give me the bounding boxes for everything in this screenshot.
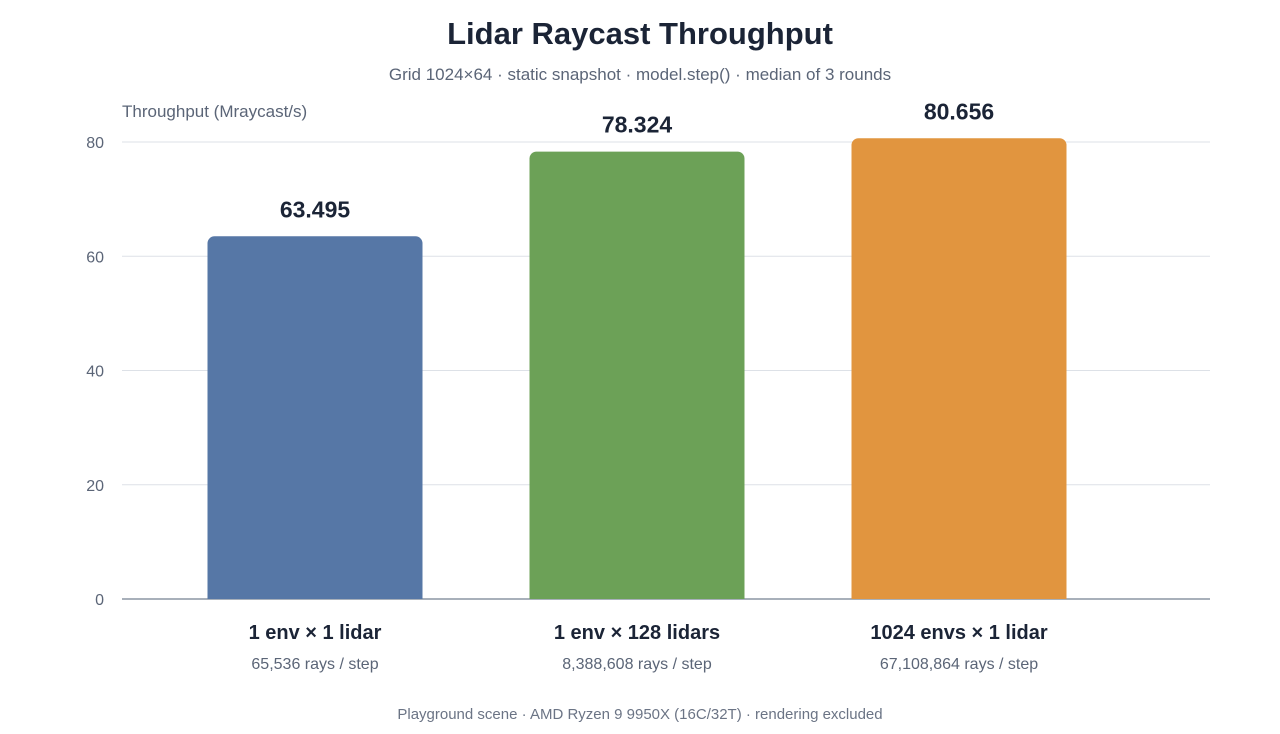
x-tick-label: 1 env × 128 lidars bbox=[554, 622, 720, 644]
bar-base bbox=[207, 591, 423, 599]
x-tick-sublabel: 8,388,608 rays / step bbox=[562, 656, 712, 673]
y-axis-label: Throughput (Mraycast/s) bbox=[122, 102, 308, 121]
chart-subtitle: Grid 1024×64 · static snapshot · model.s… bbox=[388, 65, 892, 84]
bar bbox=[529, 151, 745, 599]
y-tick-label: 80 bbox=[86, 135, 104, 152]
chart-title: Lidar Raycast Throughput bbox=[447, 16, 833, 51]
x-tick-sublabel: 65,536 rays / step bbox=[251, 656, 378, 673]
bar-base bbox=[851, 591, 1067, 599]
y-tick-label: 40 bbox=[86, 364, 104, 381]
bar-base bbox=[529, 591, 745, 599]
y-tick-label: 20 bbox=[86, 478, 104, 495]
bar bbox=[851, 138, 1067, 599]
y-tick-label: 60 bbox=[86, 249, 104, 266]
data-label: 80.656 bbox=[924, 98, 994, 124]
data-label: 63.495 bbox=[280, 196, 351, 222]
data-label: 78.324 bbox=[602, 112, 673, 138]
chart-footer: Playground scene · AMD Ryzen 9 9950X (16… bbox=[397, 706, 883, 723]
x-tick-sublabel: 67,108,864 rays / step bbox=[880, 656, 1038, 673]
x-tick-label: 1 env × 1 lidar bbox=[249, 622, 382, 644]
y-tick-label: 0 bbox=[95, 592, 104, 609]
bar bbox=[207, 236, 423, 600]
x-tick-label: 1024 envs × 1 lidar bbox=[870, 622, 1048, 644]
